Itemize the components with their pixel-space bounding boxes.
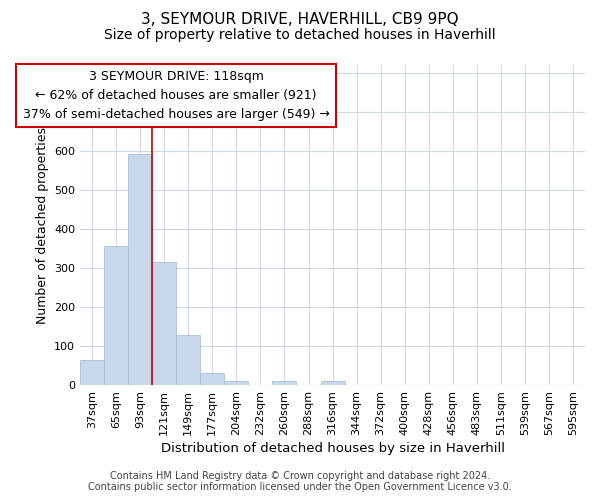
Text: Size of property relative to detached houses in Haverhill: Size of property relative to detached ho… <box>104 28 496 42</box>
X-axis label: Distribution of detached houses by size in Haverhill: Distribution of detached houses by size … <box>161 442 505 455</box>
Bar <box>200 374 224 385</box>
Bar <box>152 262 176 385</box>
Text: Contains HM Land Registry data © Crown copyright and database right 2024.
Contai: Contains HM Land Registry data © Crown c… <box>88 471 512 492</box>
Bar <box>320 381 344 385</box>
Bar <box>104 246 128 385</box>
Bar <box>224 381 248 385</box>
Bar <box>272 381 296 385</box>
Text: 3 SEYMOUR DRIVE: 118sqm
← 62% of detached houses are smaller (921)
37% of semi-d: 3 SEYMOUR DRIVE: 118sqm ← 62% of detache… <box>23 70 329 121</box>
Bar <box>176 335 200 385</box>
Bar <box>128 154 152 385</box>
Bar <box>80 360 104 385</box>
Y-axis label: Number of detached properties: Number of detached properties <box>35 126 49 324</box>
Text: 3, SEYMOUR DRIVE, HAVERHILL, CB9 9PQ: 3, SEYMOUR DRIVE, HAVERHILL, CB9 9PQ <box>141 12 459 28</box>
